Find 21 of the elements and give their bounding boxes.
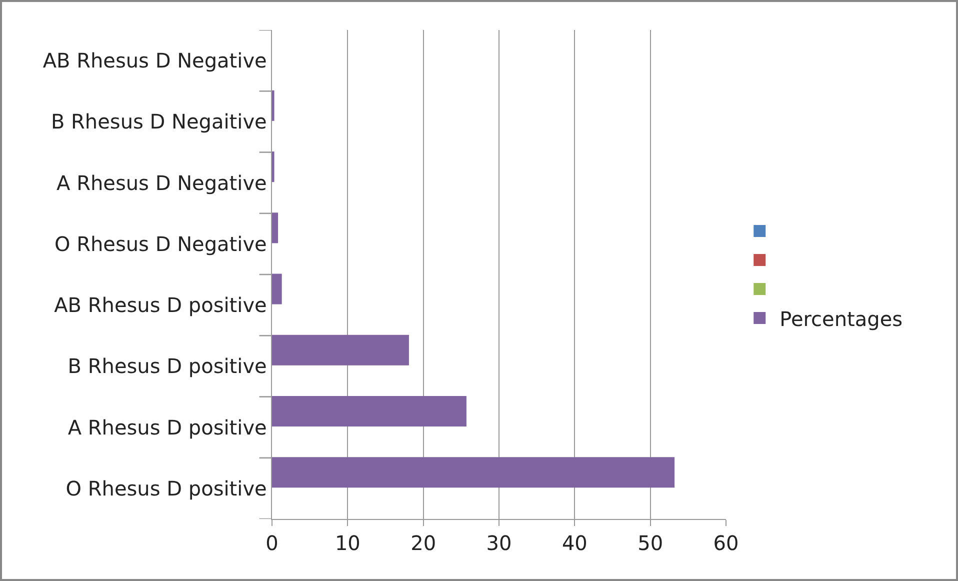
x-tick-label: 20 xyxy=(410,531,436,556)
x-tick-label: 30 xyxy=(486,531,512,556)
y-tick-label: O Rhesus D Negative xyxy=(54,232,267,256)
bar xyxy=(272,274,282,304)
x-tick-label: 10 xyxy=(334,531,360,556)
bar xyxy=(272,212,278,244)
bar xyxy=(272,457,675,488)
bar xyxy=(272,396,466,427)
y-tick-label: AB Rhesus D positive xyxy=(54,293,267,318)
x-tick-label: 0 xyxy=(266,531,278,556)
x-tick-label: 40 xyxy=(562,531,588,556)
legend-label: Percentages xyxy=(780,306,903,331)
x-tick-label: 60 xyxy=(713,531,739,556)
y-tick-label: B Rhesus D Negaitive xyxy=(50,110,267,134)
y-tick-label: O Rhesus D positive xyxy=(66,476,267,500)
bar xyxy=(272,334,409,366)
y-tick-label: A Rhesus D Negative xyxy=(56,170,267,195)
y-tick-label: A Rhesus D positive xyxy=(68,415,267,440)
y-tick-label: AB Rhesus D Negative xyxy=(42,48,267,73)
y-tick-label: B Rhesus D positive xyxy=(68,354,267,378)
x-tick-label: 50 xyxy=(638,531,664,556)
